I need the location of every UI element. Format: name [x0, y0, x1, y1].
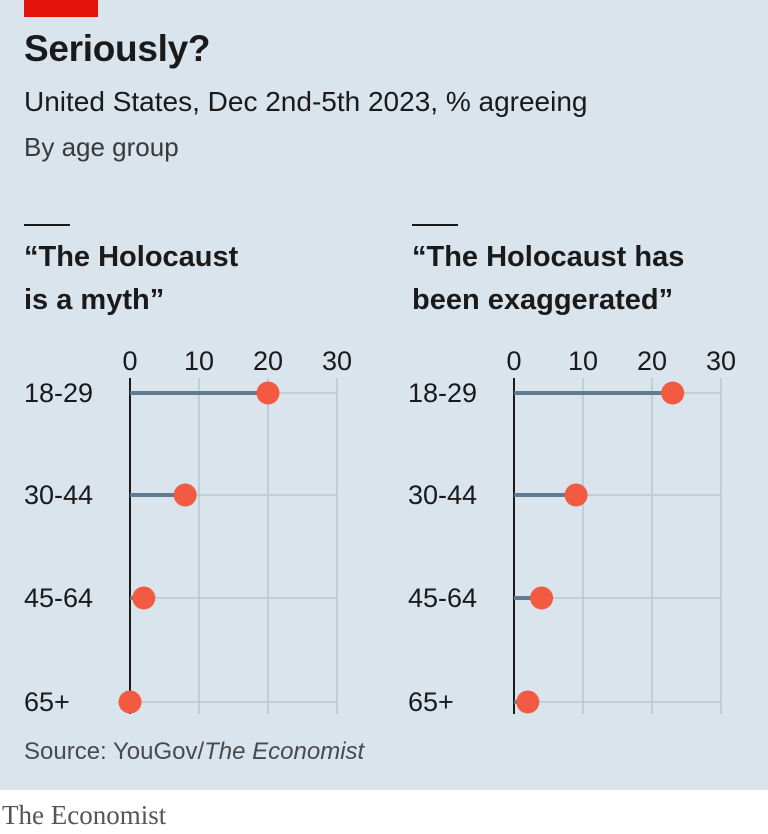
- left-category-label-65+: 65+: [24, 687, 70, 717]
- left-category-label-18-29: 18-29: [24, 378, 93, 408]
- right-chart-rule: [412, 224, 458, 226]
- left-tick-label-20: 20: [253, 346, 283, 376]
- right-chart-title-line1: “The Holocaust has: [412, 241, 685, 273]
- right-tick-label-20: 20: [637, 346, 667, 376]
- left-lollipop-chart: 0 10 20 30 18-29 30-44 45-64 65+: [24, 346, 352, 717]
- chart-subtitle: United States, Dec 2nd-5th 2023, % agree…: [24, 86, 588, 117]
- right-tick-label-0: 0: [506, 346, 521, 376]
- left-dot-65+: [118, 690, 142, 714]
- left-tick-label-0: 0: [122, 346, 137, 376]
- left-chart-title-line1: “The Holocaust: [24, 241, 239, 273]
- right-dot-65+: [516, 690, 540, 714]
- right-category-label-65+: 65+: [408, 687, 454, 717]
- right-chart-title-line2: been exaggerated”: [412, 284, 674, 316]
- right-category-label-45-64: 45-64: [408, 583, 477, 613]
- source-prefix: Source: YouGov/: [24, 738, 205, 765]
- right-tick-label-10: 10: [568, 346, 598, 376]
- left-dot-45-64: [132, 586, 156, 610]
- left-tick-label-10: 10: [184, 346, 214, 376]
- right-category-label-18-29: 18-29: [408, 378, 477, 408]
- source-italic: The Economist: [204, 738, 365, 765]
- right-dot-30-44: [564, 483, 588, 507]
- left-tick-label-30: 30: [322, 346, 352, 376]
- source-note: Source: YouGov/The Economist: [24, 738, 364, 766]
- right-dot-18-29: [661, 381, 685, 405]
- right-tick-label-30: 30: [706, 346, 736, 376]
- right-chart-title: “The Holocaust has been exaggerated”: [412, 236, 684, 322]
- right-dot-45-64: [530, 586, 554, 610]
- chart-title: Seriously?: [24, 28, 211, 69]
- right-category-label-30-44: 30-44: [408, 480, 477, 510]
- chart-byline: By age group: [24, 132, 179, 162]
- economist-red-tab: [24, 0, 98, 17]
- left-chart-title-line2: is a myth”: [24, 284, 165, 316]
- left-dot-18-29: [256, 381, 280, 405]
- left-dot-30-44: [173, 483, 197, 507]
- left-chart-title: “The Holocaust is a myth”: [24, 236, 238, 322]
- left-chart-rule: [24, 224, 70, 226]
- economist-brand: The Economist: [2, 800, 167, 830]
- left-category-label-30-44: 30-44: [24, 480, 93, 510]
- right-lollipop-chart: 0 10 20 30 18-29 30-44 45-64 65+: [408, 346, 736, 717]
- left-category-label-45-64: 45-64: [24, 583, 93, 613]
